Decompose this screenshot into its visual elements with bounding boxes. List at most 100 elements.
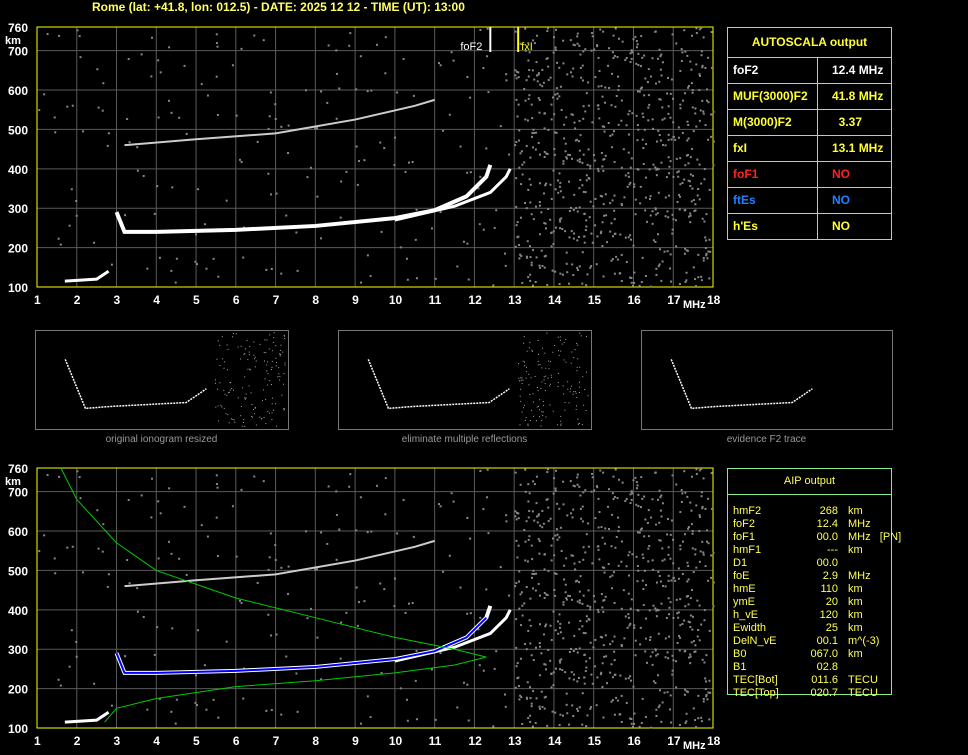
noise-dot <box>82 571 84 573</box>
noise-dot <box>639 726 641 728</box>
noise-dot <box>694 553 696 555</box>
noise-dot <box>645 638 647 640</box>
noise-dot <box>562 160 564 162</box>
noise-dot <box>516 224 518 226</box>
noise-dot <box>689 212 691 214</box>
noise-dot <box>217 114 219 116</box>
noise-dot <box>583 632 585 634</box>
noise-dot <box>572 715 574 717</box>
noise-dot <box>160 512 162 514</box>
noise-dot <box>591 50 593 52</box>
noise-dot <box>578 677 580 679</box>
noise-dot <box>612 199 614 201</box>
noise-dot <box>515 141 517 143</box>
noise-dot <box>253 35 255 37</box>
param-name: foF2 <box>728 58 818 83</box>
noise-dot <box>649 639 651 641</box>
noise-dot <box>672 229 674 231</box>
noise-dot <box>539 674 541 676</box>
noise-dot <box>647 81 649 83</box>
noise-dot <box>603 644 605 646</box>
noise-dot <box>355 529 357 531</box>
noise-dot <box>136 146 138 148</box>
noise-dot <box>559 662 561 664</box>
noise-dot <box>702 551 704 553</box>
noise-dot <box>568 283 570 285</box>
noise-dot <box>692 89 694 91</box>
param-value: NO <box>818 188 850 213</box>
noise-dot <box>197 629 199 631</box>
noise-dot <box>594 639 596 641</box>
noise-dot <box>385 36 387 38</box>
noise-dot <box>415 680 417 682</box>
noise-dot <box>562 62 564 64</box>
aip-row: D1 00.0 <box>728 557 891 570</box>
noise-dot <box>360 55 362 57</box>
noise-dot <box>416 718 418 720</box>
param-value: 12.4 MHz <box>818 58 883 83</box>
noise-dot <box>612 492 614 494</box>
noise-dot <box>567 595 569 597</box>
noise-dot <box>60 685 62 687</box>
noise-dot <box>240 489 242 491</box>
noise-dot <box>605 596 607 598</box>
noise-dot <box>621 721 623 723</box>
noise-dot <box>665 144 667 146</box>
noise-dot <box>645 584 647 586</box>
noise-dot <box>679 545 681 547</box>
noise-dot <box>643 535 645 537</box>
noise-dot <box>555 668 557 670</box>
noise-dot <box>590 706 592 708</box>
noise-dot <box>554 595 556 597</box>
aip-value: 00.0 <box>808 531 838 544</box>
noise-dot <box>710 136 712 138</box>
noise-dot <box>565 597 567 599</box>
noise-dot <box>657 571 659 573</box>
noise-dot <box>558 508 560 510</box>
noise-dot <box>156 185 158 187</box>
noise-dot <box>394 137 396 139</box>
noise-dot <box>316 196 318 198</box>
noise-dot <box>704 609 706 611</box>
noise-dot <box>629 675 631 677</box>
noise-dot <box>560 86 562 88</box>
noise-dot <box>684 605 686 607</box>
noise-dot <box>659 575 661 577</box>
noise-dot <box>529 721 531 723</box>
aip-unit: km <box>848 544 863 557</box>
noise-dot <box>691 200 693 202</box>
noise-dot <box>591 473 593 475</box>
noise-dot <box>555 490 557 492</box>
noise-dot <box>572 68 574 70</box>
noise-dot <box>533 79 535 81</box>
x-tick-label: 11 <box>429 734 442 748</box>
noise-dot <box>711 67 713 69</box>
noise-dot <box>413 536 415 538</box>
noise-dot <box>539 154 541 156</box>
noise-dot <box>699 75 701 77</box>
noise-dot <box>107 145 109 147</box>
noise-dot <box>665 585 667 587</box>
noise-dot <box>636 139 638 141</box>
noise-dot <box>336 118 338 120</box>
noise-dot <box>682 132 684 134</box>
noise-dot <box>531 573 533 575</box>
noise-dot <box>239 159 241 161</box>
noise-dot <box>645 275 647 277</box>
noise-dot <box>661 516 663 518</box>
noise-dot <box>686 713 688 715</box>
noise-dot <box>360 723 362 725</box>
noise-dot <box>552 243 554 245</box>
noise-dot <box>681 182 683 184</box>
noise-dot <box>270 193 272 195</box>
noise-dot <box>668 613 670 615</box>
noise-dot <box>379 142 381 144</box>
noise-dot <box>517 221 519 223</box>
noise-dot <box>385 477 387 479</box>
noise-dot <box>552 96 554 98</box>
autoscala-table: AUTOSCALA output foF2 12.4 MHz MUF(3000)F2… <box>727 27 892 240</box>
noise-dot <box>515 540 517 542</box>
noise-dot <box>662 502 664 504</box>
noise-dot <box>551 232 553 234</box>
noise-dot <box>505 79 507 81</box>
